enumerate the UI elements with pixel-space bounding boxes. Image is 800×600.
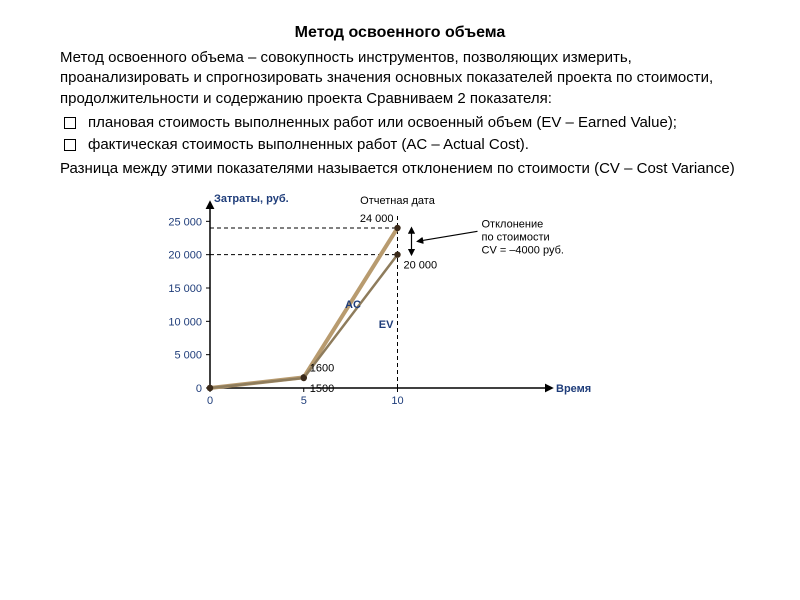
cv-paragraph: Разница между этими показателями называе… (60, 159, 740, 179)
svg-text:15 000: 15 000 (168, 283, 202, 295)
svg-text:Отклонение: Отклонение (482, 218, 544, 230)
square-bullet-icon (64, 139, 76, 151)
ev-chart: 0 5 000 10 000 15 000 20 000 25 000 0 5 10 Затрат… (140, 188, 660, 418)
svg-text:Время: Время (556, 383, 591, 395)
svg-text:1500: 1500 (310, 383, 334, 395)
bullet-ac: фактическая стоимость выполненных работ … (60, 135, 740, 155)
svg-text:AC: AC (345, 299, 361, 311)
svg-text:0: 0 (196, 383, 202, 395)
intro-paragraph: Метод освоенного объема – совокупность и… (60, 48, 740, 109)
svg-text:0: 0 (207, 395, 213, 407)
svg-text:10 000: 10 000 (168, 316, 202, 328)
svg-text:EV: EV (379, 319, 394, 331)
svg-text:20 000: 20 000 (404, 259, 438, 271)
svg-text:10: 10 (391, 395, 403, 407)
bullet-ev: плановая стоимость выполненных работ или… (60, 113, 740, 133)
svg-text:1600: 1600 (310, 362, 334, 374)
svg-text:25 000: 25 000 (168, 216, 202, 228)
svg-text:по стоимости: по стоимости (482, 231, 550, 243)
svg-text:CV = –4000 руб.: CV = –4000 руб. (482, 244, 564, 256)
bullet-ev-text: плановая стоимость выполненных работ или… (88, 114, 677, 131)
square-bullet-icon (64, 117, 76, 129)
svg-text:5 000: 5 000 (174, 349, 202, 361)
svg-text:24 000: 24 000 (360, 213, 394, 225)
page-title: Метод освоенного объема (60, 24, 740, 42)
bullet-ac-text: фактическая стоимость выполненных работ … (88, 136, 529, 153)
svg-text:20 000: 20 000 (168, 249, 202, 261)
svg-text:Отчетная дата: Отчетная дата (360, 195, 436, 207)
svg-text:5: 5 (301, 395, 307, 407)
svg-text:Затраты, руб.: Затраты, руб. (214, 193, 289, 205)
